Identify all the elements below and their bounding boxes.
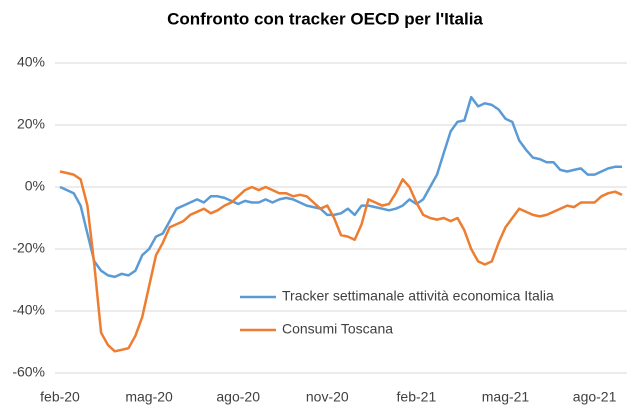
y-tick-label: -40% — [12, 302, 45, 318]
x-tick-label: feb-21 — [397, 389, 437, 405]
legend-label: Consumi Toscana — [282, 321, 393, 337]
x-tick-label: ago-21 — [573, 389, 617, 405]
line-series — [59, 95, 622, 279]
legend-label: Tracker settimanale attività economica I… — [282, 288, 554, 304]
x-tick-label: mag-21 — [482, 389, 530, 405]
x-tick-label: mag-20 — [125, 389, 173, 405]
line-series — [59, 170, 623, 353]
y-tick-label: 0% — [25, 178, 45, 194]
chart-title: Confronto con tracker OECD per l'Italia — [167, 9, 483, 28]
y-tick-label: -60% — [12, 364, 45, 380]
y-tick-label: 20% — [17, 116, 45, 132]
x-tick-label: feb-20 — [40, 389, 80, 405]
y-tick-label: -20% — [12, 240, 45, 256]
y-tick-label: 40% — [17, 54, 45, 70]
x-tick-label: ago-20 — [216, 389, 260, 405]
x-tick-label: nov-20 — [306, 389, 349, 405]
